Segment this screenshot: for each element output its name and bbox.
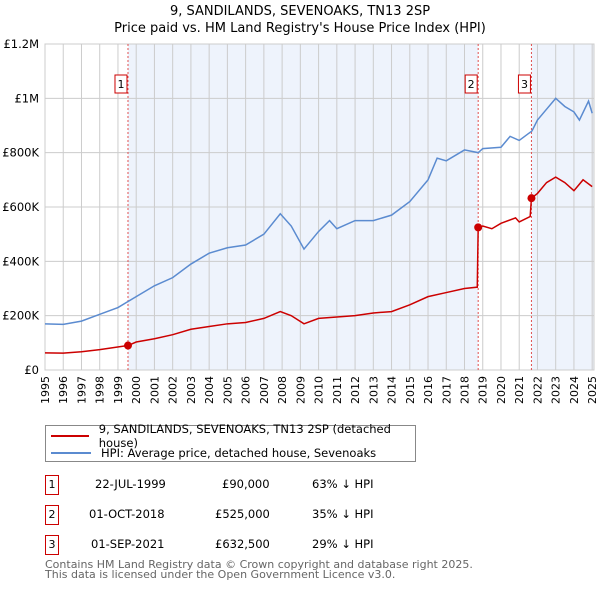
x-tick-label: 2006 <box>240 376 253 404</box>
legend-label-property: 9, SANDILANDS, SEVENOAKS, TN13 2SP (deta… <box>98 422 391 450</box>
y-tick-label: £400K <box>2 254 39 268</box>
x-tick-label: 1996 <box>57 376 70 404</box>
y-tick-label: £1.2M <box>3 37 39 51</box>
series-line <box>44 97 593 326</box>
sale-hpi-diff: 35% ↓ HPI <box>312 507 374 521</box>
x-tick-label: 2002 <box>167 376 180 404</box>
sale-marker-id: 2 <box>45 505 59 525</box>
sale-row: 2 01-OCT-2018 £525,000 35% ↓ HPI <box>45 505 445 525</box>
x-tick-label: 1997 <box>75 376 88 404</box>
y-tick-label: £600K <box>2 200 39 214</box>
sale-price: £90,000 <box>222 477 270 491</box>
x-tick-label: 2024 <box>568 376 581 404</box>
sale-hpi-diff: 29% ↓ HPI <box>312 537 374 551</box>
plot-border <box>44 43 595 371</box>
x-tick-label: 2013 <box>367 376 380 404</box>
x-tick-label: 2018 <box>459 376 472 404</box>
sale-marker-id: 1 <box>45 475 59 495</box>
chart-title: 9, SANDILANDS, SEVENOAKS, TN13 2SP <box>169 4 431 19</box>
x-tick-label: 1995 <box>39 376 52 404</box>
sale-date: 22-JUL-1999 <box>95 477 166 491</box>
x-tick-label: 2007 <box>258 376 271 404</box>
sale-label: 1 <box>117 78 124 91</box>
x-tick-label: 2005 <box>221 376 234 404</box>
x-tick-label: 1999 <box>112 376 125 404</box>
legend-label-hpi: HPI: Average price, detached house, Seve… <box>101 446 377 460</box>
footer-licence: This data is licensed under the Open Gov… <box>45 568 396 581</box>
x-tick-label: 2001 <box>148 376 161 404</box>
x-tick-label: 2016 <box>422 376 435 404</box>
x-tick-label: 1998 <box>94 376 107 404</box>
y-tick-label: £0 <box>24 363 39 377</box>
y-tick-label: £800K <box>2 146 39 160</box>
x-tick-label: 2008 <box>276 376 289 404</box>
x-tick-label: 2025 <box>586 376 599 404</box>
footer-copyright: Contains HM Land Registry data © Crown c… <box>45 558 473 571</box>
sale-label-box <box>114 74 128 94</box>
sale-price: £632,500 <box>215 537 270 551</box>
x-tick-label: 2021 <box>513 376 526 404</box>
sale-row: 3 01-SEP-2021 £632,500 29% ↓ HPI <box>45 535 445 555</box>
sale-date: 01-SEP-2021 <box>91 537 165 551</box>
x-tick-label: 2004 <box>203 376 216 404</box>
sale-label-box <box>464 74 478 94</box>
x-tick-label: 2014 <box>386 376 399 404</box>
x-tick-label: 2020 <box>495 376 508 404</box>
sale-label: 3 <box>521 78 528 91</box>
sale-point <box>123 341 132 350</box>
x-tick-label: 2019 <box>477 376 490 404</box>
sale-marker-id: 3 <box>45 535 59 555</box>
sale-row: 1 22-JUL-1999 £90,000 63% ↓ HPI <box>45 475 445 495</box>
legend: 9, SANDILANDS, SEVENOAKS, TN13 2SP (deta… <box>45 422 416 462</box>
sale-hpi-diff: 63% ↓ HPI <box>312 477 374 491</box>
x-tick-label: 2000 <box>130 376 143 404</box>
x-tick-label: 2009 <box>294 376 307 404</box>
legend-swatch-property <box>51 435 89 437</box>
footer: Contains HM Land Registry data © Crown c… <box>45 558 473 581</box>
x-tick-label: 2015 <box>404 376 417 404</box>
sale-point <box>474 223 483 232</box>
x-tick-label: 2012 <box>349 376 362 404</box>
sale-price: £525,000 <box>215 507 270 521</box>
x-tick-label: 2017 <box>440 376 453 404</box>
y-tick-label: £1M <box>14 91 39 105</box>
x-tick-label: 2011 <box>331 376 344 404</box>
x-tick-label: 2023 <box>550 376 563 404</box>
sale-label: 2 <box>468 78 475 91</box>
sale-date: 01-OCT-2018 <box>89 507 165 521</box>
chart-subtitle: Price paid vs. HM Land Registry's House … <box>114 21 486 36</box>
x-tick-label: 2022 <box>531 376 544 404</box>
x-tick-label: 2010 <box>313 376 326 404</box>
plot-area: 1995 1996 1997 1998 1999 2000 2001 2002 2003 2004… <box>2 37 599 404</box>
sale-label-box <box>517 74 531 94</box>
x-tick-label: 2003 <box>185 376 198 404</box>
sale-point <box>527 194 536 203</box>
y-tick-label: £200K <box>2 309 39 323</box>
legend-swatch-hpi <box>51 452 91 454</box>
